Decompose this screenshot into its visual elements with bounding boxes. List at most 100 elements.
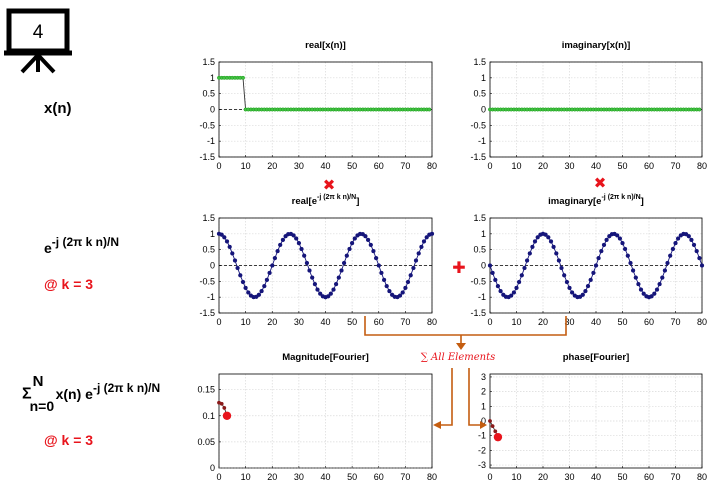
x-tick-label: 80 — [427, 161, 437, 171]
data-point — [532, 239, 538, 244]
arrow-right-icon — [480, 421, 487, 429]
label-at-k-text: @ k = 3 — [44, 276, 94, 292]
data-point — [315, 287, 320, 292]
data-point — [487, 263, 493, 268]
x-tick-label: 60 — [374, 161, 384, 171]
x-tick-label: 10 — [511, 161, 521, 171]
data-point — [318, 291, 323, 296]
data-point — [686, 234, 691, 239]
data-point — [227, 244, 232, 250]
x-tick-label: 50 — [617, 161, 627, 171]
data-point — [387, 288, 392, 294]
data-point — [691, 242, 697, 248]
data-point — [405, 279, 411, 285]
data-point — [668, 253, 673, 258]
data-point — [490, 270, 495, 276]
data-point — [222, 235, 227, 240]
data-point — [275, 248, 280, 254]
x-tick-label: 10 — [511, 472, 521, 482]
x-tick-label: 20 — [538, 472, 548, 482]
x-tick-label: 20 — [267, 472, 277, 482]
data-point — [307, 268, 312, 273]
y-tick-label: 1.5 — [473, 213, 486, 223]
data-point — [670, 246, 676, 252]
y-tick-label: -1.5 — [470, 308, 486, 318]
data-point — [403, 285, 408, 291]
y-tick-label: 2 — [481, 387, 486, 397]
x-tick-label: 60 — [374, 472, 384, 482]
x-tick-label: 10 — [241, 161, 251, 171]
data-point — [617, 236, 623, 241]
x-tick-label: 50 — [347, 317, 357, 327]
chart-title: real[x(n)] — [305, 40, 346, 51]
sum-upper-limit: N — [32, 373, 44, 390]
data-point — [530, 244, 535, 250]
data-point — [699, 263, 705, 268]
x-tick-label: 0 — [487, 472, 492, 482]
data-point — [652, 291, 657, 296]
data-point — [379, 270, 384, 276]
data-point — [535, 235, 540, 240]
label-at-k-2: @ k = 3 — [44, 432, 93, 448]
y-tick-label: 0 — [481, 105, 486, 115]
label-exp-base: e — [44, 240, 52, 256]
data-point — [564, 279, 570, 285]
x-tick-label: 20 — [267, 317, 277, 327]
x-tick-label: 30 — [294, 317, 304, 327]
data-point — [636, 281, 641, 287]
data-point — [341, 260, 347, 266]
sum-all-elements-label: ∑ All Elements — [421, 352, 496, 363]
y-tick-label: 3 — [481, 372, 486, 382]
x-tick-label: 60 — [644, 317, 654, 327]
data-point — [556, 258, 562, 263]
data-point — [310, 275, 315, 280]
x-tick-label: 30 — [564, 161, 574, 171]
x-tick-label: 60 — [644, 161, 654, 171]
y-tick-label: -0.5 — [199, 276, 215, 286]
data-point — [625, 253, 630, 258]
summation-arrows — [364, 316, 567, 426]
data-point — [649, 294, 654, 299]
y-tick-label: -1 — [207, 136, 215, 146]
data-point — [224, 239, 230, 244]
y-tick-label: 0 — [210, 105, 215, 115]
data-point — [264, 277, 270, 283]
data-point — [615, 233, 620, 238]
data-point — [569, 290, 575, 295]
arrow-down-icon — [456, 343, 466, 350]
data-point — [591, 270, 596, 276]
data-point — [296, 240, 302, 246]
sum-lower-limit: n=0 — [29, 398, 55, 414]
x-tick-label: 70 — [400, 472, 410, 482]
y-tick-label: 0 — [210, 463, 215, 473]
data-point — [583, 288, 588, 294]
data-point — [596, 255, 601, 261]
data-point — [660, 275, 665, 280]
data-point — [222, 405, 227, 410]
data-point — [416, 251, 421, 256]
data-point — [230, 251, 235, 256]
label-xn-text: x(n) — [44, 100, 72, 117]
x-tick-label: 30 — [294, 472, 304, 482]
slide-number: 4 — [33, 22, 44, 43]
chart-title: real[e-j (2π k n)/N] — [292, 194, 360, 207]
data-point — [363, 234, 368, 239]
data-point — [278, 242, 283, 248]
data-point — [554, 251, 559, 256]
data-point — [238, 273, 243, 278]
data-point — [241, 75, 245, 80]
chart-real-x: 0 10 20 30 40 50 60 70 80 1.5 1 0.5 0 -0.5 -1 -1.5 real[… — [199, 40, 437, 171]
y-tick-label: 0 — [481, 261, 486, 271]
highlight-point — [222, 411, 232, 420]
y-tick-label: 1 — [210, 229, 215, 239]
data-point — [429, 231, 435, 236]
data-point — [694, 248, 699, 254]
y-tick-label: 1 — [210, 73, 215, 83]
data-point — [548, 239, 554, 244]
data-point — [331, 287, 336, 292]
x-tick-label: 10 — [241, 472, 251, 482]
x-tick-label: 30 — [294, 161, 304, 171]
data-point — [427, 107, 432, 112]
data-point — [673, 240, 678, 246]
